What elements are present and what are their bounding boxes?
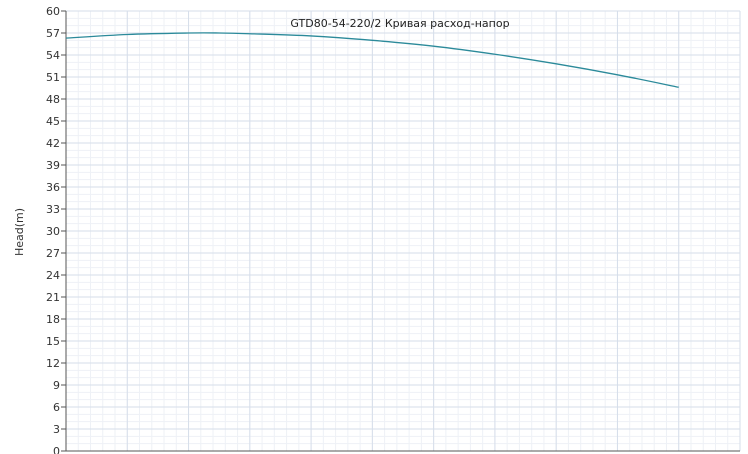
y-tick-label: 39 [46,159,60,172]
y-tick-label: 27 [46,247,60,260]
y-tick-label: 42 [46,137,60,150]
y-tick-label: 6 [53,401,60,414]
y-tick-label: 45 [46,115,60,128]
y-tick-label: 24 [46,269,60,282]
y-tick-label: 12 [46,357,60,370]
y-tick-label: 60 [46,5,60,18]
y-tick-label: 9 [53,379,60,392]
y-tick-label: 57 [46,27,60,40]
y-tick-label: 36 [46,181,60,194]
y-tick-label: 21 [46,291,60,304]
y-tick-label: 54 [46,49,60,62]
y-tick-label: 0 [53,445,60,454]
major-grid [66,10,741,452]
y-tick-label: 30 [46,225,60,238]
y-tick-label: 18 [46,313,60,326]
y-tick-label: 15 [46,335,60,348]
y-tick-label: 33 [46,203,60,216]
y-axis-title: Head(m) [13,208,26,256]
head-curve-line [65,32,679,88]
series-layer [65,32,679,88]
chart-title: GTD80-54-220/2 Кривая расход-напор [290,17,509,30]
y-tick-label: 51 [46,71,60,84]
y-tick-label: 3 [53,423,60,436]
y-tick-label: 48 [46,93,60,106]
